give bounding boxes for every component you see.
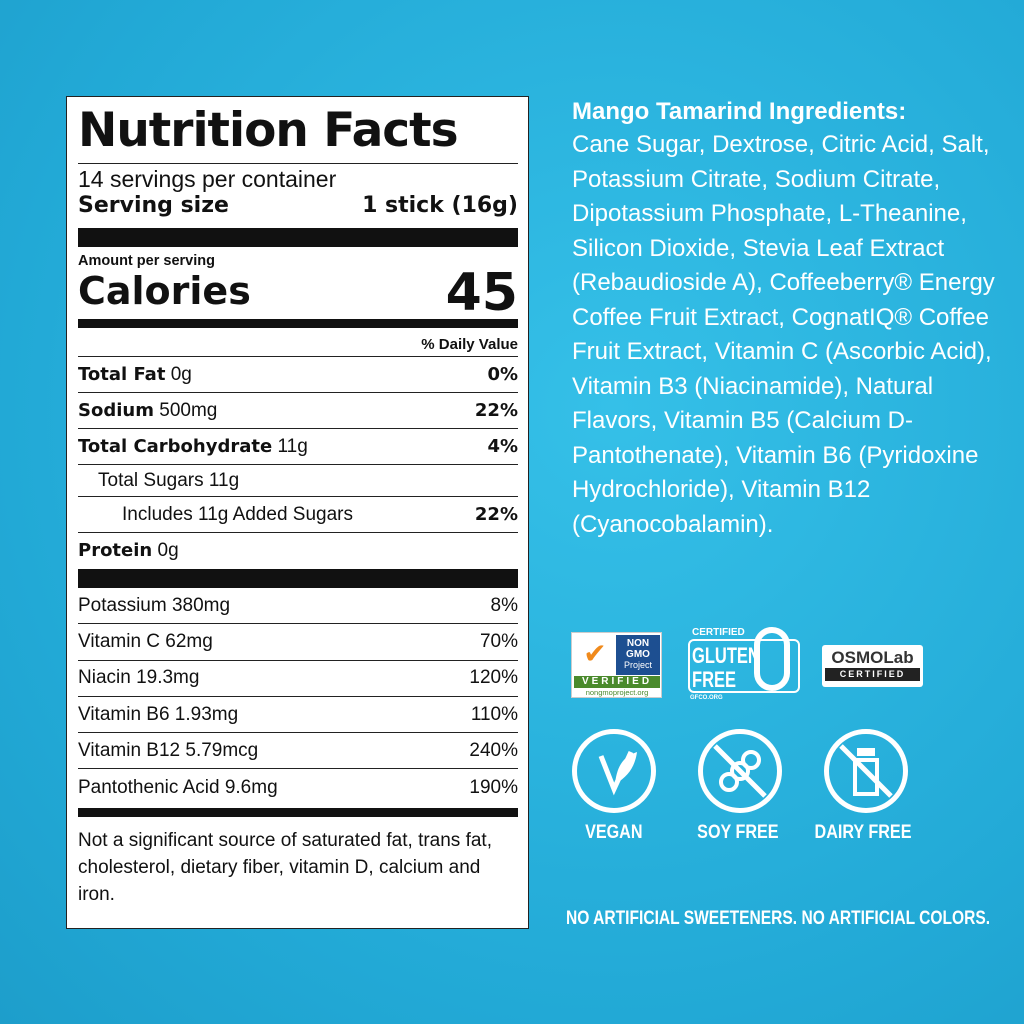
nutrition-facts-label: Nutrition Facts 14 servings per containe… <box>66 96 529 929</box>
nutrient-row: Total Fat 0g 0% <box>78 357 518 393</box>
thick-divider <box>78 569 518 588</box>
nutrient-row: Sodium 500mg 22% <box>78 393 518 429</box>
vitamin-row: Vitamin B6 1.93mg 110% <box>78 697 518 734</box>
footnote: Not a significant source of saturated fa… <box>78 807 518 908</box>
nutrient-row: Total Sugars 11g <box>78 465 518 497</box>
vitamin-row: Pantothenic Acid 9.6mg 190% <box>78 776 518 798</box>
vegan-leaf-icon <box>572 729 656 813</box>
amount-per-serving: Amount per serving <box>78 253 215 269</box>
osmolab-badge: OSMOLab CERTIFIED <box>822 645 923 687</box>
vitamin-row: Niacin 19.3mg 120% <box>78 661 518 697</box>
nutrition-title: Nutrition Facts <box>78 103 459 158</box>
serving-size: Serving size 1 stick (16g) <box>78 192 518 220</box>
ingredients-text: Cane Sugar, Dextrose, Citric Acid, Salt,… <box>572 131 995 538</box>
butterfly-icon: ✔ <box>583 638 607 669</box>
thick-divider <box>78 228 518 247</box>
tagline: NO ARTIFICIAL SWEETENERS. NO ARTIFICIAL … <box>566 908 991 929</box>
nutrient-row: Protein 0g <box>78 540 179 561</box>
vitamin-row: Potassium 380mg 8% <box>78 588 518 625</box>
icon-label: SOY FREE <box>697 822 779 843</box>
calories: Calories 45 <box>78 263 518 323</box>
ingredients: Mango Tamarind Ingredients: Cane Sugar, … <box>572 96 1002 542</box>
medium-divider <box>78 319 518 328</box>
divider <box>78 163 518 164</box>
serving-size-label: Serving size <box>78 193 229 218</box>
gluten-free-badge: CERTIFIED GLUTEN FREE GFCO.ORG <box>688 625 803 705</box>
calories-value: 45 <box>445 263 518 323</box>
servings-per-container: 14 servings per container <box>78 166 337 192</box>
vitamin-row: Vitamin B12 5.79mcg 240% <box>78 733 518 770</box>
nutrient-row: Includes 11g Added Sugars 22% <box>78 497 518 533</box>
dairy-free-icon <box>824 729 908 813</box>
ingredients-heading: Mango Tamarind Ingredients: <box>572 98 907 125</box>
calories-label: Calories <box>78 269 251 313</box>
non-gmo-badge: ✔ NON GMO Project VERIFIED nongmoproject.o… <box>571 632 662 698</box>
soy-free-icon <box>698 729 782 813</box>
nutrient-row: Total Carbohydrate 11g 4% <box>78 429 518 465</box>
serving-size-value: 1 stick (16g) <box>362 193 518 218</box>
icon-label: DAIRY FREE <box>814 822 912 843</box>
daily-value-header: % Daily Value <box>78 334 518 357</box>
gluten-g-icon <box>754 627 790 691</box>
vitamin-row: Vitamin C 62mg 70% <box>78 624 518 661</box>
icon-label: VEGAN <box>585 822 643 843</box>
